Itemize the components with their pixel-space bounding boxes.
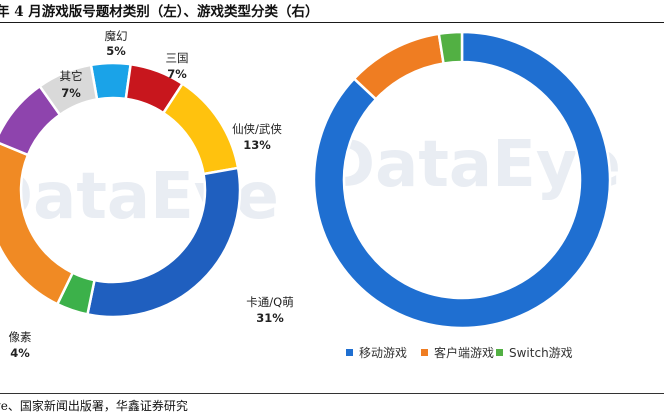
source-rule	[0, 393, 664, 394]
donut-slice-2	[437, 30, 464, 65]
donut-slice-1	[352, 32, 445, 101]
slice-label-4: 像素	[9, 330, 32, 344]
slice-pct-2: 13%	[243, 138, 271, 152]
watermark-text-1: DataEye	[322, 128, 621, 202]
legend-label-2: Switch游戏	[509, 346, 573, 360]
legend-label-1: 客户端游戏	[434, 345, 494, 360]
donut-slice-7	[38, 63, 99, 117]
legend-swatch-2	[496, 349, 503, 356]
legend-swatch-1	[421, 349, 428, 356]
slice-pct-1: 7%	[167, 67, 187, 81]
right-donut-chart	[312, 30, 612, 330]
page-title: 年 4 月游戏版号题材类别（左）、游戏类型分类（右）	[0, 4, 319, 20]
slice-pct-7: 7%	[61, 86, 81, 100]
right-donut-legend: 移动游戏 客户端游戏 Switch游戏	[346, 345, 573, 360]
legend-label-0: 移动游戏	[359, 346, 407, 360]
legend-swatch-0	[346, 349, 353, 356]
slice-pct-3: 31%	[256, 311, 284, 325]
slice-pct-4: 4%	[10, 346, 30, 360]
slice-label-3: 卡通/Q萌	[246, 295, 293, 309]
title-rule	[0, 22, 664, 23]
slice-label-2: 仙侠/武侠	[232, 122, 282, 136]
donut-slice-0	[312, 30, 612, 330]
slice-label-0: 魔幻	[105, 29, 128, 43]
slice-label-1: 三国	[166, 51, 189, 65]
slice-label-7: 其它	[60, 69, 83, 83]
left-donut-labels: 魔幻5% 三国 7% 仙侠/武侠 13% 卡通/Q萌 31% 像素 4% 其它 7%	[9, 29, 294, 360]
left-donut-chart	[0, 61, 242, 319]
slice-pct-0: 5%	[106, 44, 126, 58]
donut-slice-5	[0, 142, 75, 306]
source-note: ye、国家新闻出版署，华鑫证券研究	[0, 399, 188, 413]
